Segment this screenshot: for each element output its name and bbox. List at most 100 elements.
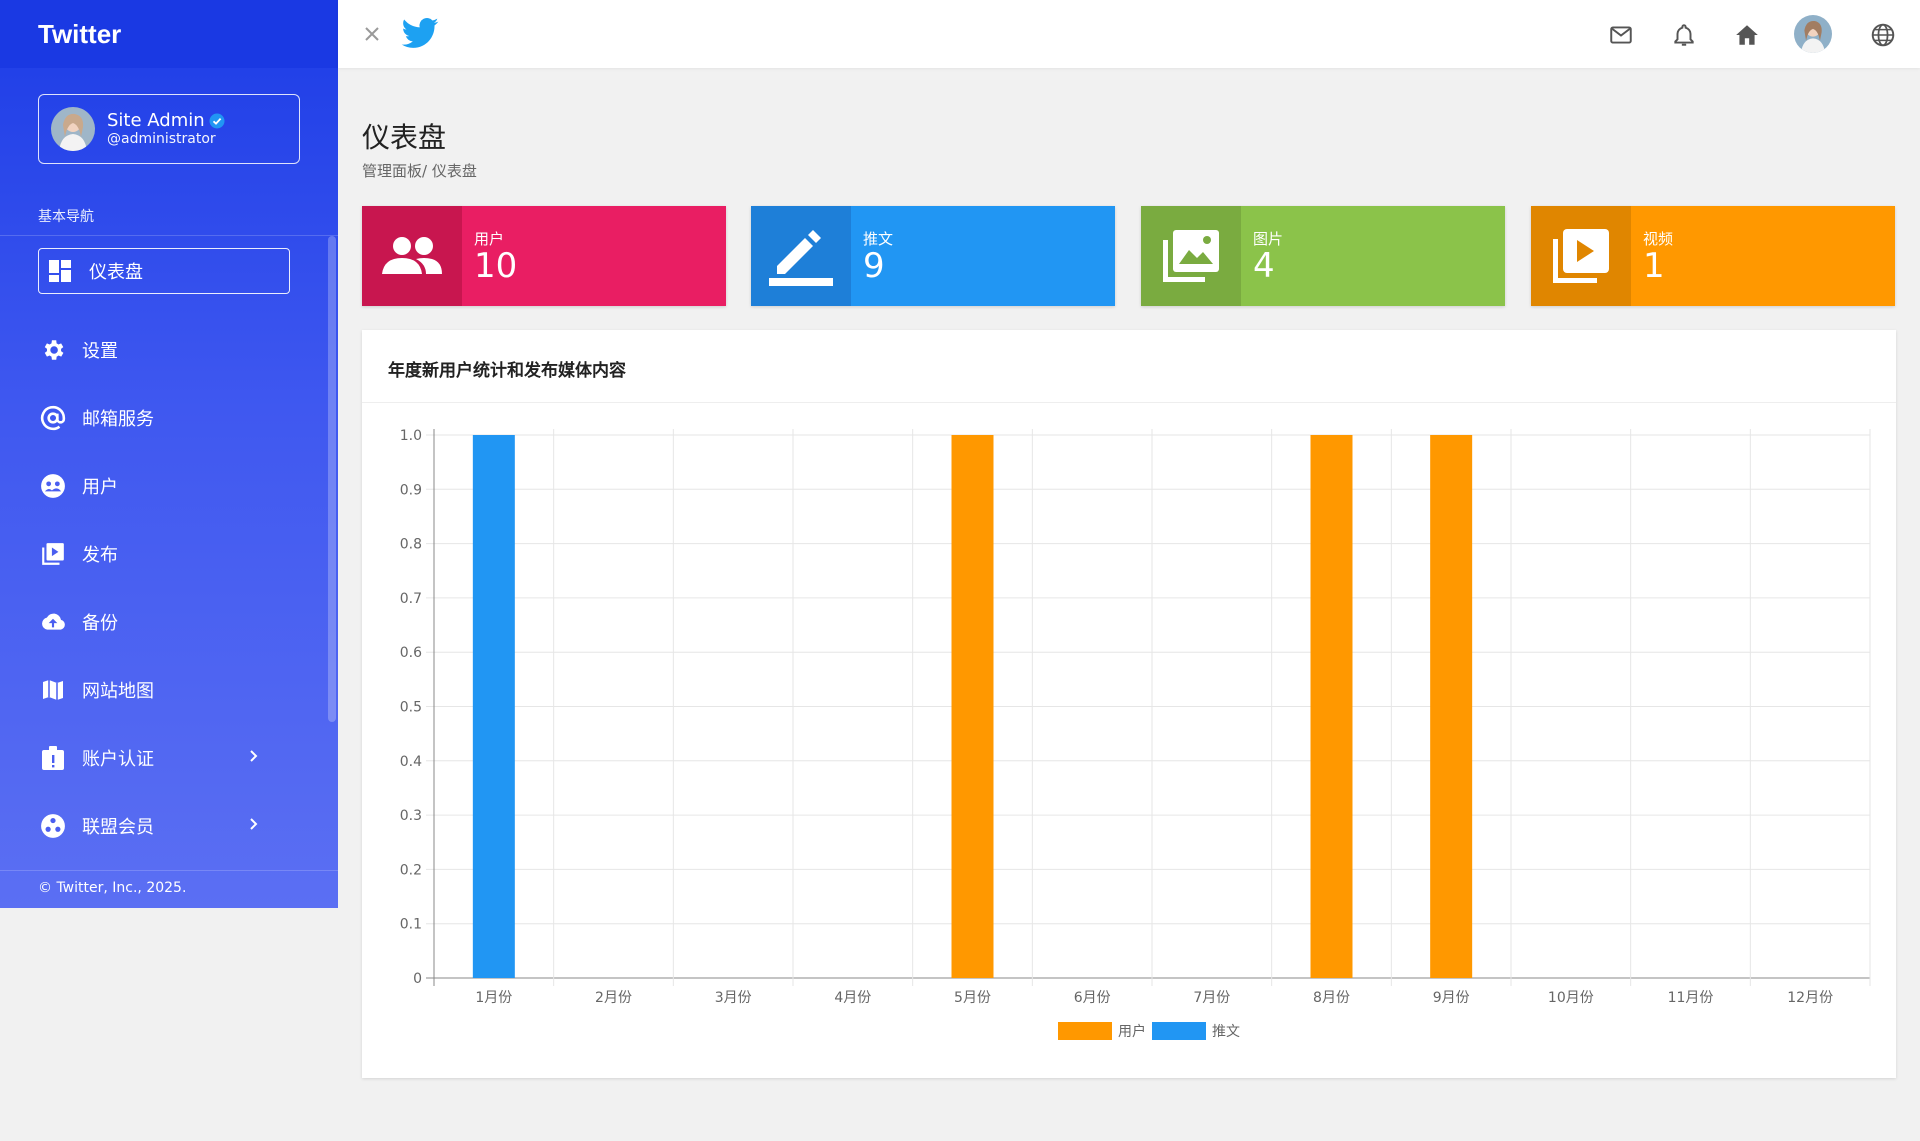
sidebar-item-account-verification[interactable]: 账户认证 bbox=[0, 724, 338, 792]
stat-card-tweets[interactable]: 推文 9 bbox=[751, 206, 1115, 306]
divider bbox=[0, 235, 338, 236]
profile-name: Site Admin bbox=[107, 109, 205, 131]
map-icon bbox=[40, 677, 66, 703]
x-tick-label: 9月份 bbox=[1433, 990, 1470, 1006]
brand-logo[interactable]: Twitter bbox=[0, 0, 338, 68]
stat-value: 10 bbox=[474, 246, 518, 286]
sidebar-nav: 仪表盘 设置 邮箱服务 用户 发布 bbox=[0, 248, 338, 860]
profile-handle: @administrator bbox=[107, 131, 216, 148]
profile-card[interactable]: Site Admin @administrator bbox=[38, 94, 300, 164]
verified-icon bbox=[209, 113, 225, 129]
sidebar-item-backup[interactable]: 备份 bbox=[0, 588, 338, 656]
close-icon[interactable] bbox=[362, 24, 382, 44]
divider bbox=[0, 870, 338, 871]
gear-icon bbox=[40, 337, 66, 363]
media-play-icon bbox=[40, 541, 66, 567]
sidebar-item-label: 邮箱服务 bbox=[82, 409, 154, 430]
nav-section-label: 基本导航 bbox=[38, 209, 94, 225]
chevron-right-icon bbox=[250, 750, 258, 762]
stat-label: 视频 bbox=[1643, 230, 1674, 248]
cloud-upload-icon bbox=[40, 609, 66, 635]
bell-icon[interactable] bbox=[1671, 22, 1697, 48]
bar-chart: 0 0.1 0.2 0.3 0.4 0.5 0.6 0.7 0.8 0.9 1.0 1月份 2月份 3月份… bbox=[400, 428, 1871, 1040]
sidebar-item-dashboard[interactable]: 仪表盘 bbox=[38, 248, 290, 294]
mail-icon[interactable] bbox=[1608, 22, 1634, 48]
x-tick-label: 11月份 bbox=[1668, 990, 1714, 1006]
stat-card-videos[interactable]: 视频 1 bbox=[1531, 206, 1895, 306]
sidebar-item-affiliates[interactable]: 联盟会员 bbox=[0, 792, 338, 860]
x-tick-label: 10月份 bbox=[1548, 990, 1594, 1006]
sidebar-item-label: 仪表盘 bbox=[89, 262, 143, 283]
x-tick-label: 6月份 bbox=[1074, 990, 1111, 1006]
panel-title: 年度新用户统计和发布媒体内容 bbox=[388, 361, 626, 381]
x-tick-label: 8月份 bbox=[1313, 990, 1350, 1006]
y-tick-label: 1.0 bbox=[400, 428, 422, 444]
x-tick-label: 4月份 bbox=[834, 990, 871, 1006]
video-icon bbox=[1531, 206, 1631, 306]
y-tick-label: 0.6 bbox=[400, 645, 422, 661]
bar bbox=[472, 435, 515, 978]
stat-label: 图片 bbox=[1253, 230, 1284, 248]
y-tick-label: 0.1 bbox=[400, 917, 422, 933]
user-avatar[interactable] bbox=[1794, 15, 1832, 53]
users-icon bbox=[40, 473, 66, 499]
avatar bbox=[51, 107, 95, 151]
sidebar-item-label: 用户 bbox=[82, 477, 118, 498]
chevron-right-icon bbox=[250, 818, 258, 830]
users-icon bbox=[362, 206, 462, 306]
sidebar-item-sitemap[interactable]: 网站地图 bbox=[0, 656, 338, 724]
page-title: 仪表盘 bbox=[362, 121, 447, 154]
x-tick-label: 1月份 bbox=[475, 990, 512, 1006]
y-tick-label: 0.4 bbox=[400, 754, 422, 770]
chart-panel: 年度新用户统计和发布媒体内容 0 0.1 0.2 0.3 0.4 0.5 0.6 0.7 0.8… bbox=[362, 330, 1896, 1078]
stat-value: 4 bbox=[1253, 246, 1275, 286]
y-tick-label: 0.7 bbox=[400, 591, 422, 607]
sidebar-item-label: 联盟会员 bbox=[82, 817, 154, 838]
stat-value: 1 bbox=[1643, 246, 1665, 286]
sidebar-item-settings[interactable]: 设置 bbox=[0, 316, 338, 384]
bar bbox=[1430, 435, 1473, 978]
stat-card-images[interactable]: 图片 4 bbox=[1141, 206, 1505, 306]
y-tick-label: 0 bbox=[413, 971, 422, 987]
sidebar-item-label: 备份 bbox=[82, 613, 118, 634]
stat-value: 9 bbox=[863, 246, 885, 286]
x-tick-label: 5月份 bbox=[954, 990, 991, 1006]
y-tick-label: 0.5 bbox=[400, 700, 422, 716]
y-tick-label: 0.3 bbox=[400, 808, 422, 824]
sidebar-item-label: 设置 bbox=[82, 341, 118, 362]
at-icon bbox=[40, 405, 66, 431]
stat-label: 用户 bbox=[474, 230, 505, 248]
x-tick-label: 3月份 bbox=[715, 990, 752, 1006]
sidebar-item-label: 发布 bbox=[82, 545, 118, 566]
sidebar-item-users[interactable]: 用户 bbox=[0, 452, 338, 520]
legend-label: 推文 bbox=[1212, 1024, 1240, 1040]
y-tick-label: 0.2 bbox=[400, 862, 422, 878]
twitter-bird-icon[interactable] bbox=[400, 14, 440, 54]
breadcrumb[interactable]: 管理面板/ 仪表盘 bbox=[362, 162, 477, 180]
legend-swatch bbox=[1152, 1022, 1206, 1040]
divider bbox=[362, 402, 1896, 403]
images-icon bbox=[1141, 206, 1241, 306]
home-icon[interactable] bbox=[1734, 22, 1760, 48]
sidebar-scrollbar[interactable] bbox=[328, 236, 336, 722]
affiliate-icon bbox=[40, 813, 66, 839]
sidebar-item-mail-service[interactable]: 邮箱服务 bbox=[0, 384, 338, 452]
topbar bbox=[338, 0, 1920, 68]
sidebar-item-label: 网站地图 bbox=[82, 681, 154, 702]
sidebar-item-publish[interactable]: 发布 bbox=[0, 520, 338, 588]
legend-swatch bbox=[1058, 1022, 1112, 1040]
dashboard-icon bbox=[47, 258, 73, 284]
copyright: © Twitter, Inc., 2025. bbox=[38, 880, 187, 896]
bar bbox=[1310, 435, 1353, 978]
x-tick-label: 7月份 bbox=[1193, 990, 1230, 1006]
bar bbox=[951, 435, 994, 978]
globe-icon[interactable] bbox=[1870, 22, 1896, 48]
x-tick-label: 12月份 bbox=[1787, 990, 1833, 1006]
stat-label: 推文 bbox=[863, 230, 894, 248]
pencil-icon bbox=[751, 206, 851, 306]
x-tick-label: 2月份 bbox=[595, 990, 632, 1006]
stat-card-users[interactable]: 用户 10 bbox=[362, 206, 726, 306]
y-tick-label: 0.9 bbox=[400, 482, 422, 498]
sidebar-item-label: 账户认证 bbox=[82, 749, 154, 770]
sidebar: Twitter Site Admin @administrator 基本导航 bbox=[0, 0, 338, 908]
